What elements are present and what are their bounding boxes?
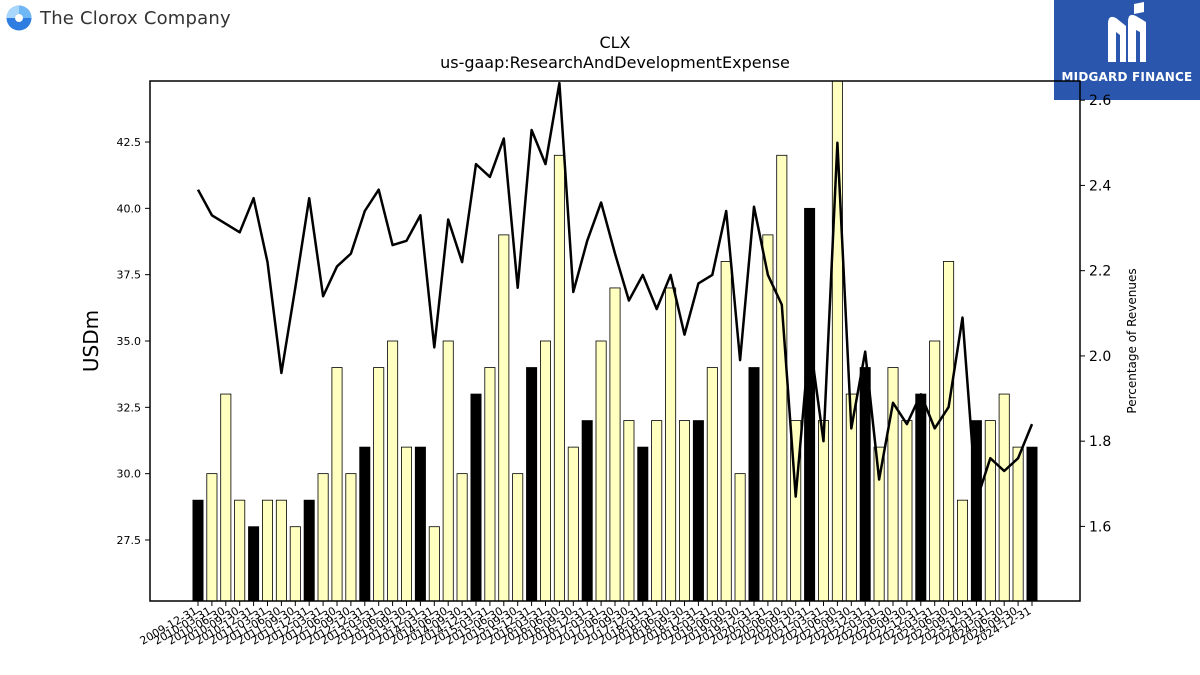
bar-2014-12-31 — [470, 393, 482, 602]
bar-2013-12-31 — [414, 446, 426, 602]
partner-name: MIDGARD FINANCE — [1061, 70, 1193, 84]
bar-2016-03-31 — [540, 340, 552, 602]
y2-tick-label: 2.6 — [1089, 93, 1111, 109]
y-tick-label: 35.0 — [117, 335, 142, 348]
bar-2010-12-31 — [248, 526, 260, 602]
midgard-finance-logo: MIDGARD FINANCE — [1054, 0, 1200, 100]
y-tick-label: 42.5 — [117, 136, 142, 149]
bar-2012-06-30 — [331, 367, 343, 602]
bar-2011-09-30 — [289, 526, 301, 602]
bar-2010-03-31 — [206, 473, 218, 602]
bar-2011-03-31 — [261, 499, 273, 602]
y-tick-label: 37.5 — [117, 269, 142, 282]
y2-tick-label: 2.0 — [1089, 349, 1111, 365]
bar-2018-06-30 — [665, 287, 677, 602]
bar-2011-12-31 — [303, 499, 315, 602]
bar-2014-09-30 — [456, 473, 468, 602]
company-name: The Clorox Company — [40, 7, 231, 29]
bar-2019-12-31 — [748, 367, 760, 602]
bar-2021-12-31 — [859, 367, 871, 602]
bar-2009-12-31 — [192, 499, 204, 602]
bar-2017-03-31 — [595, 340, 607, 602]
bar-2022-09-30 — [901, 420, 913, 602]
bar-2011-06-30 — [275, 499, 287, 602]
bar-2013-03-31 — [373, 367, 385, 602]
bar-2018-12-31 — [692, 420, 704, 602]
bar-2015-03-31 — [484, 367, 496, 602]
bar-2015-09-30 — [512, 473, 524, 602]
y2-tick-label: 2.2 — [1089, 264, 1111, 280]
bar-2017-09-30 — [623, 420, 635, 602]
bar-2016-12-31 — [581, 420, 593, 602]
bar-2019-09-30 — [734, 473, 746, 602]
bar-2019-06-30 — [720, 261, 732, 602]
y2-tick-label: 1.8 — [1089, 434, 1111, 450]
bar-2017-12-31 — [637, 446, 649, 602]
y2-axis-label: Percentage of Revenues — [1125, 268, 1139, 413]
y-tick-label: 40.0 — [117, 202, 142, 215]
bar-2020-06-30 — [776, 154, 788, 602]
bar-2012-12-31 — [359, 446, 371, 602]
bar-2024-06-30 — [998, 393, 1010, 602]
bar-2024-09-30 — [1012, 446, 1024, 602]
bar-2023-06-30 — [943, 261, 955, 602]
chart-title: CLX — [599, 33, 630, 52]
bar-2010-09-30 — [234, 499, 246, 602]
bar-2015-12-31 — [526, 367, 538, 602]
y-tick-label: 27.5 — [117, 534, 142, 547]
y-tick-label: 30.0 — [117, 468, 142, 481]
y2-tick-label: 2.4 — [1089, 178, 1111, 194]
bar-2018-03-31 — [651, 420, 663, 602]
bar-2019-03-31 — [706, 367, 718, 602]
bar-2017-06-30 — [609, 287, 621, 602]
bar-2016-06-30 — [553, 154, 565, 602]
bar-2012-09-30 — [345, 473, 357, 602]
bar-2020-03-31 — [762, 234, 774, 602]
y-tick-label: 32.5 — [117, 401, 142, 414]
chart-subtitle: us-gaap:ResearchAndDevelopmentExpense — [440, 53, 790, 72]
bar-2016-09-30 — [567, 446, 579, 602]
bar-2023-03-31 — [929, 340, 941, 602]
bar-2013-06-30 — [387, 340, 399, 602]
bar-2021-03-31 — [818, 420, 830, 602]
brand-header: The Clorox Company — [6, 5, 231, 31]
bar-2014-03-31 — [428, 526, 440, 602]
clorox-swirl-icon — [6, 5, 32, 31]
bar-2024-12-31 — [1026, 446, 1038, 602]
bar-2014-06-30 — [442, 340, 454, 602]
bar-2012-03-31 — [317, 473, 329, 602]
bar-2013-09-30 — [400, 446, 412, 602]
y-axis-label: USDm — [79, 310, 103, 372]
bar-2018-09-30 — [679, 420, 691, 602]
bar-2023-09-30 — [957, 499, 969, 602]
bar-2022-12-31 — [915, 393, 927, 602]
bar-2020-12-31 — [804, 207, 816, 602]
midgard-m-icon — [1108, 2, 1146, 62]
bar-2010-06-30 — [220, 393, 232, 602]
y2-tick-label: 1.6 — [1089, 519, 1111, 535]
bar-2015-06-30 — [498, 234, 510, 602]
bar-2024-03-31 — [984, 420, 996, 602]
percentage-line — [196, 81, 1034, 503]
